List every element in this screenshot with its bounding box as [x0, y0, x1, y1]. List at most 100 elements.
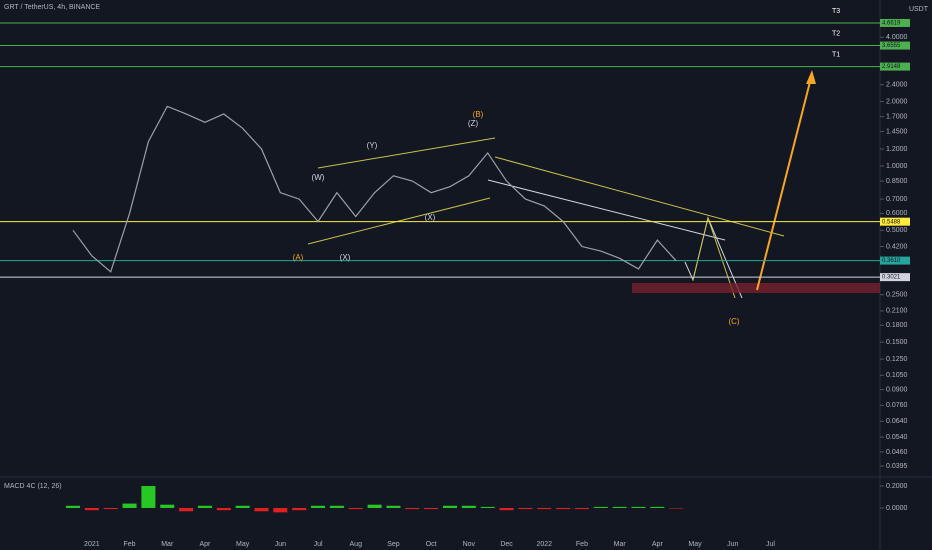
macd-bar [367, 504, 382, 508]
level-label: 3.6555 [882, 43, 901, 49]
x-tick-label: Jul [314, 541, 323, 548]
level-tag [880, 41, 910, 50]
y-tick-label: 0.8500 [886, 178, 908, 185]
macd-bar [461, 505, 476, 508]
macd-bar [537, 507, 552, 510]
macd-bar [141, 486, 156, 508]
macd-bar [499, 507, 514, 511]
y-tick-label: 4.0000 [886, 34, 908, 41]
y-tick-label: 0.0460 [886, 449, 908, 456]
x-tick-label: Apr [652, 541, 664, 548]
macd-bar [424, 507, 439, 510]
macd-bar [574, 507, 589, 510]
target-label: T2 [832, 30, 840, 37]
y-tick-label: 0.2100 [886, 308, 908, 315]
y-tick-label: 1.0000 [886, 163, 908, 170]
macd-bar [329, 505, 344, 508]
x-tick-label: Jul [766, 541, 775, 548]
macd-bar [612, 506, 627, 508]
wave-label: (X) [340, 253, 351, 262]
macd-bar [292, 507, 307, 511]
x-tick-label: Jun [275, 541, 286, 548]
x-tick-label: Aug [350, 541, 363, 548]
macd-bar [405, 507, 420, 510]
target-label: T3 [832, 8, 840, 15]
level-label: 2.9148 [882, 64, 901, 70]
target-label: T1 [832, 51, 840, 58]
y-tick-label: 0.1800 [886, 322, 908, 329]
drawings [307, 70, 880, 299]
macd-bar [216, 507, 231, 511]
macd-bar [631, 506, 646, 508]
macd-bar [235, 505, 250, 508]
macd-bar [386, 505, 401, 508]
wave-label: (X) [425, 213, 436, 222]
macd-bar [160, 504, 175, 508]
x-tick-label: Sep [387, 541, 400, 548]
macd-bar [84, 507, 99, 511]
macd-bar [650, 506, 665, 508]
macd-bar [103, 507, 118, 510]
y-tick-label: 0.0540 [886, 434, 908, 441]
macd-bar [669, 507, 684, 509]
level-label: 4.6619 [882, 21, 901, 27]
x-tick-label: Jun [727, 541, 738, 548]
wave-label: (C) [728, 317, 739, 326]
macd-bar [480, 506, 495, 508]
x-tick-label: Mar [161, 541, 174, 548]
y-tick-label: 2.4000 [886, 81, 908, 88]
macd-bar [197, 505, 212, 508]
x-tick-label: 2021 [84, 541, 100, 548]
level-tag [880, 217, 910, 226]
currency: USDT [909, 6, 929, 13]
macd-bar [179, 507, 194, 512]
x-tick-label: May [688, 541, 702, 548]
macd-bar [273, 507, 288, 513]
x-tick-label: Nov [463, 541, 476, 548]
wave-label: (Z) [468, 119, 479, 128]
macd-tick-label: 0.2000 [886, 483, 908, 490]
symbol-title: GRT / TetherUS, 4h, BINANCE [4, 4, 100, 11]
level-tag [880, 256, 910, 265]
y-tick-label: 0.2500 [886, 292, 908, 299]
macd-bar [556, 507, 571, 510]
macd-bar [311, 505, 326, 508]
x-tick-label: 2022 [536, 541, 552, 548]
x-tick-label: Mar [614, 541, 627, 548]
x-tick-label: Feb [124, 541, 136, 548]
level-label: 0.5488 [882, 219, 901, 225]
y-tick-label: 2.0000 [886, 98, 908, 105]
y-tick-label: 0.0640 [886, 418, 908, 425]
wave-label: (A) [293, 253, 304, 262]
x-tick-label: Feb [576, 541, 588, 548]
price-line [72, 105, 677, 273]
x-tick-label: Oct [426, 541, 437, 548]
y-tick-label: 0.1250 [886, 356, 908, 363]
y-tick-label: 0.0395 [886, 463, 908, 470]
level-tag [880, 273, 910, 282]
y-tick-label: 0.0760 [886, 402, 908, 409]
x-tick-label: May [236, 541, 250, 548]
y-tick-label: 1.2000 [886, 146, 908, 153]
y-tick-label: 0.7000 [886, 196, 908, 203]
macd-bar [66, 505, 80, 508]
y-tick-label: 0.4200 [886, 243, 908, 250]
y-tick-label: 1.7000 [886, 114, 908, 121]
y-tick-label: 0.5000 [886, 227, 908, 234]
macd-bar [348, 507, 363, 510]
wave-label: (Y) [367, 141, 378, 150]
level-tag [880, 62, 910, 71]
level-tag [880, 18, 910, 27]
y-tick-label: 1.4500 [886, 128, 908, 135]
level-label: 0.3610 [882, 258, 901, 264]
macd-title: MACD 4C (12, 26) [4, 483, 62, 490]
y-tick-label: 0.6000 [886, 210, 908, 217]
wave-label: (W) [312, 173, 325, 182]
macd-bar [122, 503, 137, 508]
y-tick-label: 0.1500 [886, 339, 908, 346]
macd-bar [518, 507, 533, 510]
macd-bar [254, 507, 269, 512]
macd-tick-label: 0.0000 [886, 505, 908, 512]
level-label: 0.3021 [882, 275, 901, 281]
